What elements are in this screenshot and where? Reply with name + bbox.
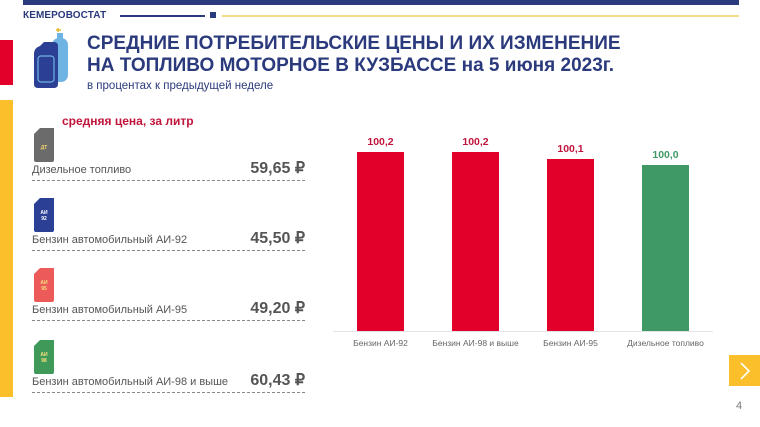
fuel-price: 45,50 ₽ <box>250 230 305 247</box>
bar-value-label: 100,2 <box>367 136 394 148</box>
svg-text:ДТ: ДТ <box>41 145 48 151</box>
agency-name: КЕМЕРОВОСТАТ <box>23 10 107 21</box>
diesel-can-icon: ДТ <box>34 128 54 162</box>
price-row-ai92: АИ 92 Бензин автомобильный АИ-92 45,50 ₽ <box>32 198 305 251</box>
dashed-divider <box>32 392 305 393</box>
chevron-right-icon <box>739 361 750 380</box>
left-strip-yellow <box>0 100 13 397</box>
fuel-canister-icon <box>34 28 68 88</box>
category-label: Дизельное топливо <box>627 338 704 348</box>
fuel-price: 60,43 ₽ <box>250 372 305 389</box>
fuel-label: Бензин автомобильный АИ-98 и выше <box>32 376 229 388</box>
bar-value-label: 100,1 <box>557 143 584 155</box>
bar <box>547 159 594 331</box>
ai95-can-icon: АИ 95 <box>34 268 54 302</box>
price-row-ai95: АИ 95 Бензин автомобильный АИ-95 49,20 ₽ <box>32 268 305 321</box>
bar-chart: 100,2 Бензин АИ-92 100,2 Бензин АИ-98 и … <box>333 125 713 355</box>
svg-text:АИ: АИ <box>40 352 48 358</box>
category-label: Бензин АИ-98 и выше <box>432 338 519 348</box>
ai92-can-icon: АИ 92 <box>34 198 54 232</box>
svg-text:98: 98 <box>41 358 47 364</box>
next-slide-button[interactable] <box>729 355 760 386</box>
svg-text:95: 95 <box>41 286 47 292</box>
bar <box>452 152 499 331</box>
ai98-can-icon: АИ 98 <box>34 340 54 374</box>
price-heading: средняя цена, за литр <box>62 114 194 128</box>
title-line-2: НА ТОПЛИВО МОТОРНОЕ В КУЗБАССЕ на 5 июня… <box>87 55 615 76</box>
bar-group: 100,2 Бензин АИ-98 и выше <box>428 125 523 355</box>
category-label: Бензин АИ-92 <box>353 338 408 348</box>
dashed-divider <box>32 250 305 251</box>
left-strip-red <box>0 40 13 85</box>
category-label: Бензин АИ-95 <box>543 338 598 348</box>
bar-group: 100,0 Дизельное топливо <box>618 125 713 355</box>
bar-value-label: 100,0 <box>652 149 679 161</box>
svg-text:92: 92 <box>41 216 47 222</box>
page-title: СРЕДНИЕ ПОТРЕБИТЕЛЬСКИЕ ЦЕНЫ И ИХ ИЗМЕНЕ… <box>87 33 621 77</box>
header-divider-dot <box>210 12 216 18</box>
fuel-label: Дизельное топливо <box>32 164 132 176</box>
page-number: 4 <box>736 400 743 412</box>
bar-value-label: 100,2 <box>462 136 489 148</box>
title-line-1: СРЕДНИЕ ПОТРЕБИТЕЛЬСКИЕ ЦЕНЫ И ИХ ИЗМЕНЕ… <box>87 33 621 54</box>
top-bar <box>23 0 739 5</box>
fuel-label: Бензин автомобильный АИ-95 <box>32 304 188 316</box>
svg-text:АИ: АИ <box>40 210 48 216</box>
x-axis <box>333 331 713 332</box>
bar <box>357 152 404 331</box>
dashed-divider <box>32 180 305 181</box>
price-row-ai98: АИ 98 Бензин автомобильный АИ-98 и выше … <box>32 340 305 393</box>
price-row-diesel: ДТ Дизельное топливо 59,65 ₽ <box>32 128 305 181</box>
svg-text:АИ: АИ <box>40 280 48 286</box>
bar <box>642 165 689 331</box>
dashed-divider <box>32 320 305 321</box>
fuel-price: 59,65 ₽ <box>250 160 305 177</box>
bar-group: 100,2 Бензин АИ-92 <box>333 125 428 355</box>
fuel-label: Бензин автомобильный АИ-92 <box>32 234 188 246</box>
fuel-price: 49,20 ₽ <box>250 300 305 317</box>
header-divider <box>120 15 205 17</box>
header-accent-line <box>222 15 739 17</box>
page-subtitle: в процентах к предыдущей неделе <box>87 80 274 92</box>
bar-group: 100,1 Бензин АИ-95 <box>523 125 618 355</box>
